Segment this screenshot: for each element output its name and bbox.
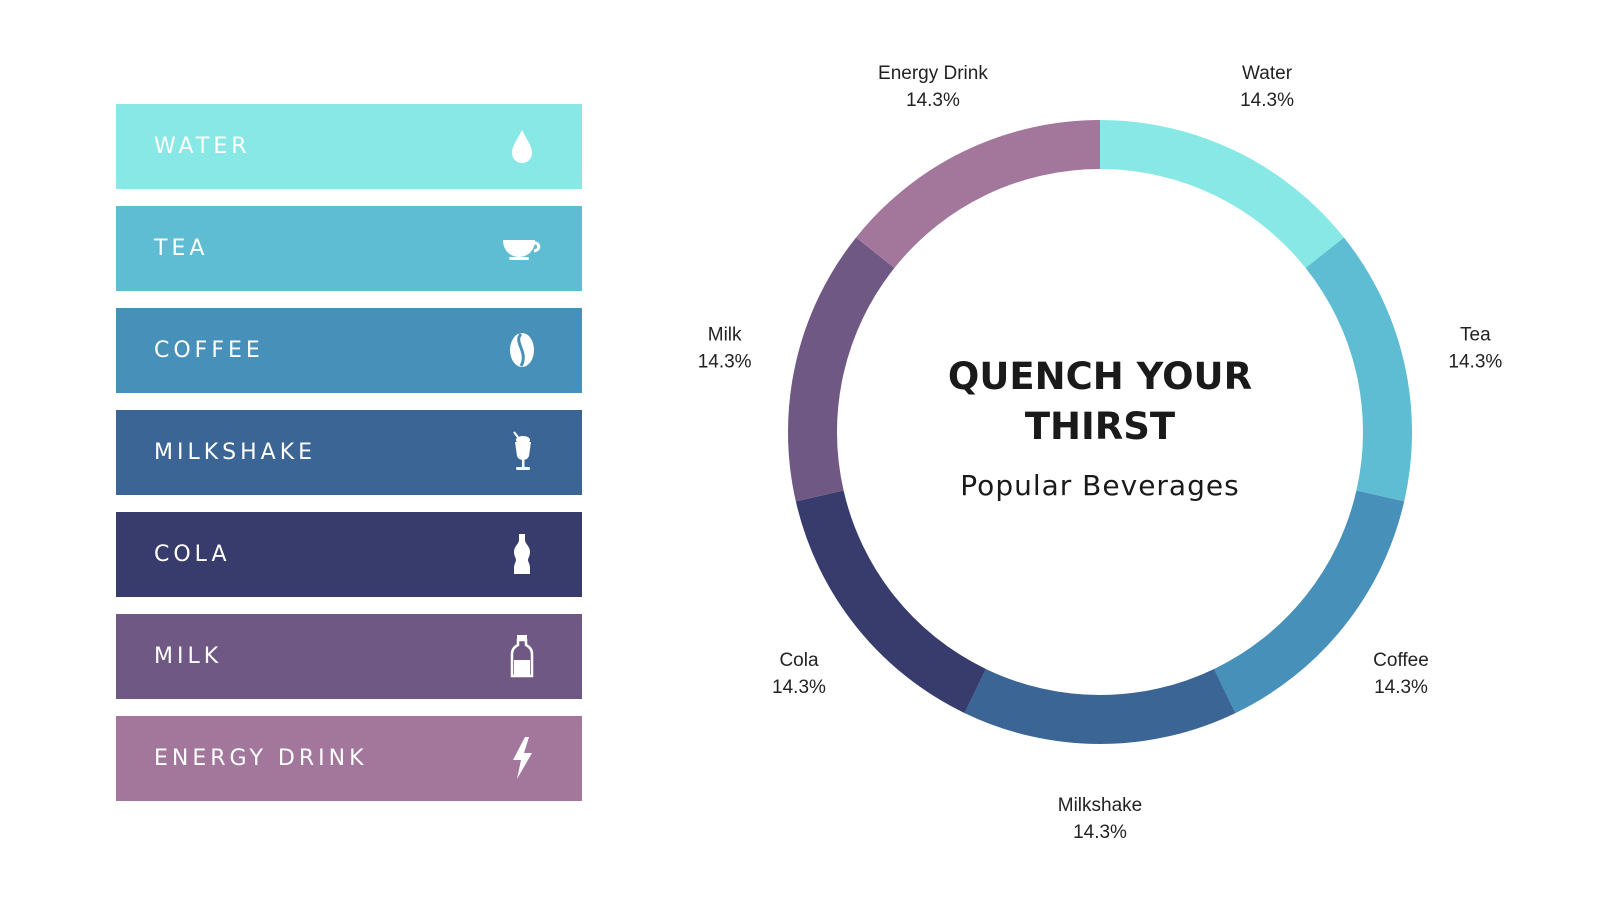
slice-label-milkshake: Milkshake <box>1058 795 1142 816</box>
slice-label-energy-drink: Energy Drink <box>878 63 988 84</box>
lightning-bolt-icon <box>500 736 544 780</box>
water-drop-icon <box>500 124 544 168</box>
legend-label: WATER <box>154 134 251 159</box>
slice-value-milk: 14.3% <box>698 351 752 372</box>
legend-label: MILK <box>154 644 223 669</box>
legend-item-milk: MILK <box>116 614 582 699</box>
slice-label-water: Water <box>1242 63 1293 84</box>
slice-label-cola: Cola <box>779 650 819 671</box>
slice-milkshake <box>964 668 1236 744</box>
slice-value-cola: 14.3% <box>772 677 826 698</box>
milk-bottle-icon <box>500 634 544 678</box>
cola-bottle-icon <box>500 532 544 576</box>
slice-value-energy-drink: 14.3% <box>906 90 960 111</box>
slice-energy-drink <box>856 120 1100 269</box>
slice-label-milk: Milk <box>708 324 742 345</box>
slice-value-water: 14.3% <box>1240 90 1294 111</box>
slice-cola <box>795 490 986 714</box>
slice-value-coffee: 14.3% <box>1374 677 1428 698</box>
milkshake-icon <box>500 430 544 474</box>
legend-label: TEA <box>154 236 209 261</box>
slice-water <box>1100 120 1344 269</box>
legend-item-energy-drink: ENERGY DRINK <box>116 716 582 801</box>
legend-label: ENERGY DRINK <box>154 746 368 771</box>
legend-label: MILKSHAKE <box>154 440 317 465</box>
legend: WATER TEA COFFEE MILKSHAKE <box>116 104 582 818</box>
tea-cup-icon <box>500 226 544 270</box>
legend-label: COLA <box>154 542 231 567</box>
slice-coffee <box>1214 490 1405 714</box>
slice-tea <box>1305 237 1413 502</box>
slice-value-milkshake: 14.3% <box>1073 822 1127 843</box>
legend-item-water: WATER <box>116 104 582 189</box>
slice-label-tea: Tea <box>1460 324 1491 345</box>
legend-item-milkshake: MILKSHAKE <box>116 410 582 495</box>
chart-subtitle: Popular Beverages <box>960 469 1240 502</box>
legend-item-coffee: COFFEE <box>116 308 582 393</box>
slice-label-coffee: Coffee <box>1373 650 1429 671</box>
slice-value-tea: 14.3% <box>1448 351 1502 372</box>
slice-milk <box>788 237 895 502</box>
legend-item-tea: TEA <box>116 206 582 291</box>
legend-label: COFFEE <box>154 338 264 363</box>
chart-title: QUENCH YOUR THIRST <box>947 355 1253 448</box>
legend-item-cola: COLA <box>116 512 582 597</box>
coffee-bean-icon <box>500 328 544 372</box>
